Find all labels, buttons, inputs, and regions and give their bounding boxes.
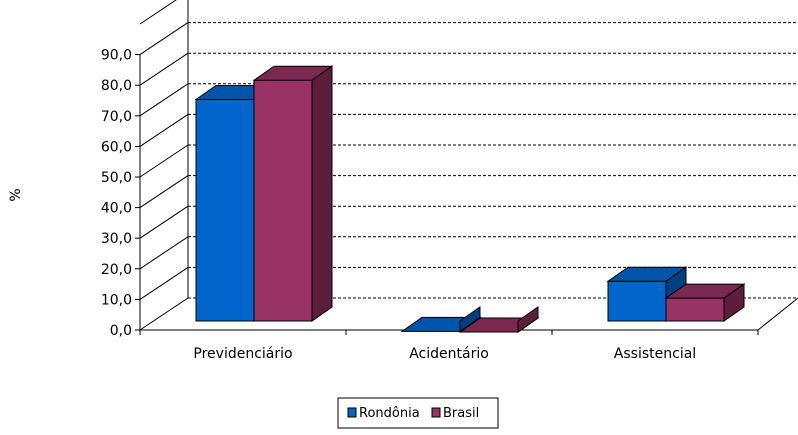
depth-line bbox=[139, 266, 189, 300]
label-layer: 0,0 10,0 20,0 30,0 40,0 50,0 60,0 70,0 80,0 90,0 P… bbox=[101, 48, 696, 362]
legend-swatch bbox=[347, 407, 357, 418]
legend-swatch bbox=[431, 407, 441, 418]
y-tick-label: 0,0 bbox=[110, 323, 132, 339]
y-axis-label: % bbox=[8, 188, 24, 201]
bar-side bbox=[517, 306, 539, 334]
depth-line bbox=[139, 297, 189, 331]
depth-line bbox=[139, 144, 189, 178]
y-tick-label: 80,0 bbox=[101, 78, 132, 94]
bar bbox=[252, 65, 334, 322]
depth-line bbox=[139, 113, 189, 147]
y-tick-label: 10,0 bbox=[101, 292, 132, 308]
bar-layer bbox=[194, 65, 746, 334]
depth-line bbox=[139, 236, 189, 270]
depth-line bbox=[139, 205, 189, 239]
bar-side bbox=[723, 283, 745, 322]
y-tick-label: 70,0 bbox=[101, 109, 132, 125]
y-tick-label: 20,0 bbox=[101, 262, 132, 278]
y-tick-label: 40,0 bbox=[101, 201, 132, 217]
legend-box bbox=[337, 397, 499, 429]
bar-side bbox=[459, 306, 481, 333]
bar bbox=[664, 283, 746, 322]
bar-front bbox=[665, 297, 725, 322]
bar-front bbox=[253, 79, 313, 322]
x-tick-label: Acidentário bbox=[409, 346, 489, 362]
legend-label: Brasil bbox=[443, 406, 479, 421]
depth-line bbox=[139, 52, 189, 86]
bar-side bbox=[311, 65, 333, 322]
depth-line bbox=[139, 83, 189, 117]
bar bbox=[400, 306, 482, 333]
y-tick-label: 60,0 bbox=[101, 139, 132, 155]
depth-line bbox=[139, 0, 177, 25]
bar-front bbox=[195, 98, 255, 322]
x-tick-label: Assistencial bbox=[614, 346, 696, 362]
bar bbox=[458, 306, 540, 334]
legend: Rondônia Brasil bbox=[337, 397, 499, 429]
legend-label: Rondônia bbox=[359, 406, 420, 421]
floor-right-edge bbox=[757, 297, 798, 331]
depth-line bbox=[139, 22, 189, 56]
y-tick-label: 30,0 bbox=[101, 231, 132, 247]
x-tick-label: Previdenciário bbox=[193, 346, 292, 362]
y-tick-label: 90,0 bbox=[101, 48, 132, 64]
depth-line bbox=[139, 175, 189, 209]
y-tick-label: 50,0 bbox=[101, 170, 132, 186]
bar-front bbox=[607, 280, 667, 322]
